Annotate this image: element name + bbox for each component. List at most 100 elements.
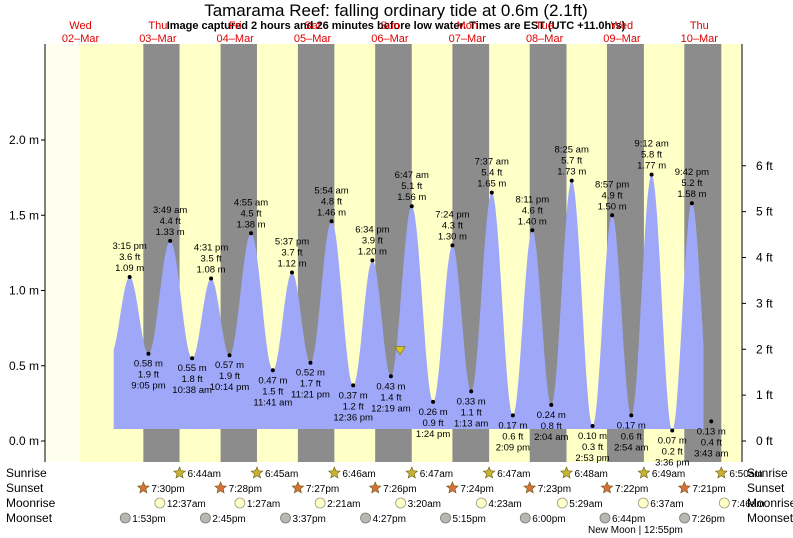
- sunrise-icon: [714, 466, 728, 479]
- high-tide-point: [450, 243, 455, 248]
- high-tide-point: [569, 178, 574, 183]
- tide-label-text: 1.46 m: [317, 207, 346, 218]
- moonset-row-label-left: Moonset: [6, 511, 53, 525]
- sunset-icon: [600, 481, 614, 494]
- sunrise-icon: [405, 466, 419, 479]
- tide-label-text: 6:47 am: [395, 170, 429, 181]
- y-left-tick-label: 1.5 m: [9, 208, 39, 222]
- tide-label-text: 1.9 ft: [219, 371, 240, 382]
- moonset-icon: [519, 512, 531, 524]
- y-right-tick-label: 4 ft: [756, 251, 773, 265]
- sunset-time: 7:30pm: [151, 484, 184, 495]
- day-labels: Wed02–MarThu03–MarFri04–MarSat05–MarSun0…: [62, 20, 718, 45]
- tide-label-text: 10:14 pm: [210, 382, 250, 393]
- y-left-tick-label: 0.0 m: [9, 434, 39, 448]
- moonset-time: 6:44pm: [612, 514, 645, 525]
- tide-label-text: 1.38 m: [237, 219, 266, 230]
- tide-label-text: 7:24 pm: [435, 209, 469, 220]
- high-tide-point: [689, 201, 694, 206]
- low-tide-point: [388, 374, 393, 379]
- day-name-label: Sun: [380, 20, 400, 32]
- moonset-icon: [280, 512, 291, 524]
- sunset-time: 7:24pm: [460, 484, 493, 495]
- low-tide-point: [308, 360, 313, 365]
- tide-label-text: 1:24 pm: [416, 429, 450, 440]
- day-name-label: Fri: [229, 20, 242, 32]
- high-tide-point: [610, 213, 615, 218]
- tide-label-text: 0.52 m: [296, 368, 325, 379]
- high-tide-point: [489, 190, 494, 195]
- moonrise-time: 4:23am: [488, 499, 521, 510]
- sunset-icon: [523, 481, 537, 494]
- tide-label-text: 3:36 pm: [655, 457, 689, 468]
- tide-label-text: 11:21 pm: [291, 390, 330, 401]
- moonset-icon: [599, 512, 611, 524]
- moonset-time: 5:15pm: [452, 514, 485, 525]
- tide-label-text: 8:25 am: [555, 145, 589, 156]
- no-data-margin: [45, 44, 80, 462]
- tide-label-text: 4:55 am: [234, 197, 268, 208]
- tide-label-text: 0.57 m: [215, 360, 244, 371]
- tide-label-text: 11:41 am: [253, 397, 292, 408]
- tide-label-text: 0.3 ft: [582, 442, 603, 453]
- y-left-tick-label: 1.0 m: [9, 284, 39, 298]
- tide-label-text: 4.3 ft: [442, 220, 463, 231]
- tide-label-text: 1.4 ft: [380, 392, 401, 403]
- tide-label-text: 6:34 pm: [355, 224, 389, 235]
- day-name-label: Mon: [457, 20, 478, 32]
- sunrise-time: 6:48am: [575, 469, 608, 480]
- moonrise-icon: [154, 497, 166, 509]
- tide-label-text: 12:19 am: [371, 403, 411, 414]
- tide-label-text: 0.9 ft: [423, 418, 444, 429]
- tide-label-text: 1.58 m: [677, 189, 706, 200]
- chart-title: Tamarama Reef: falling ordinary tide at …: [204, 1, 588, 20]
- high-tide-point: [649, 172, 654, 177]
- tide-label-text: 5.2 ft: [681, 178, 702, 189]
- moonset-time: 2:45pm: [212, 514, 245, 525]
- day-date-label: 06–Mar: [371, 33, 409, 45]
- tide-label-text: 1.40 m: [518, 216, 547, 227]
- tide-label-text: 4.5 ft: [240, 208, 261, 219]
- sunrise-time: 6:50am: [729, 469, 762, 480]
- tide-label-text: 1.56 m: [397, 192, 426, 203]
- y-right-tick-label: 5 ft: [756, 205, 773, 219]
- sunrise-icon: [173, 466, 187, 479]
- y-right-tick-label: 6 ft: [756, 159, 773, 173]
- moonset-time: 4:27pm: [373, 514, 406, 525]
- day-date-label: 09–Mar: [603, 33, 641, 45]
- moonrise-time: 12:37am: [167, 499, 206, 510]
- tide-label-text: 4.4 ft: [160, 216, 181, 227]
- moonrise-row-label-right: Moonrise: [747, 496, 793, 510]
- sunset-icon: [677, 481, 691, 494]
- high-tide-point: [409, 204, 414, 209]
- moonrise-row-label-left: Moonrise: [6, 496, 56, 510]
- tide-label-text: 0.17 m: [498, 420, 527, 431]
- day-name-label: Thu: [148, 20, 167, 32]
- tide-label-text: 0.58 m: [134, 359, 163, 370]
- tide-label-text: 5:54 am: [314, 185, 348, 196]
- moonrise-icon: [395, 497, 407, 509]
- tide-label-text: 0.26 m: [419, 407, 448, 418]
- tide-label-text: 0.2 ft: [662, 446, 683, 457]
- low-tide-point: [709, 419, 714, 424]
- low-tide-point: [270, 368, 275, 373]
- tide-label-text: 1.50 m: [598, 201, 627, 212]
- moonrise-time: 1:27am: [247, 499, 280, 510]
- y-right-tick-label: 2 ft: [756, 342, 773, 356]
- low-tide-point: [190, 356, 195, 361]
- tide-label-text: 0.6 ft: [621, 431, 642, 442]
- tide-label-text: 12:36 pm: [333, 412, 373, 423]
- moonrise-icon: [234, 497, 246, 509]
- tide-label-text: 9:12 am: [634, 139, 668, 150]
- low-tide-point: [629, 413, 634, 418]
- tide-label-text: 1.1 ft: [461, 407, 482, 418]
- tide-label-text: 0.33 m: [457, 396, 486, 407]
- tide-label-text: 1.73 m: [557, 167, 586, 178]
- y-right-tick-label: 1 ft: [756, 388, 773, 402]
- moonrise-icon: [475, 497, 487, 509]
- low-tide-point: [670, 428, 675, 433]
- tide-label-text: 1.33 m: [156, 227, 185, 238]
- high-tide-point: [530, 228, 535, 233]
- low-tide-point: [549, 402, 554, 407]
